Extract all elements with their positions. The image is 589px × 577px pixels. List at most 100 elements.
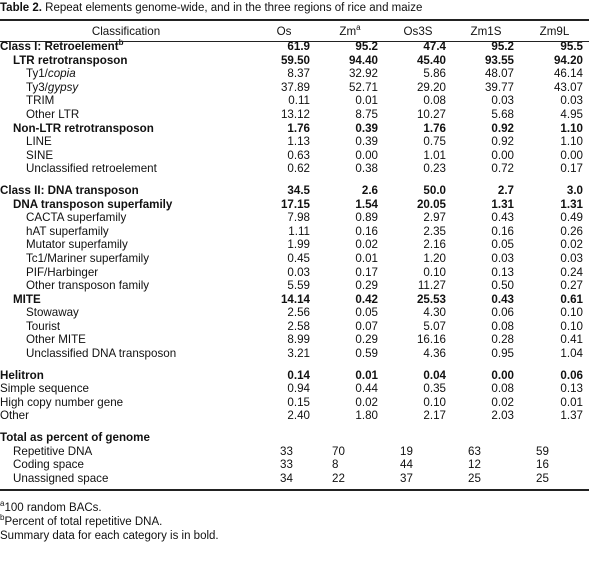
value-cell: 1.10	[560, 121, 583, 135]
row-label-text: Repetitive DNA	[13, 444, 93, 458]
table-row: Non-LTR retrotransposon 1.76 0.39 1.76 0.92 1…	[0, 122, 589, 136]
value-cell: 25.53	[416, 292, 446, 306]
row-label: Unassigned space	[0, 472, 252, 486]
value-cell: 8	[332, 458, 339, 472]
value-cell: 0.06	[491, 306, 514, 320]
value-cell: 4.30	[423, 306, 446, 320]
row-label: Other	[0, 409, 252, 423]
value-cell: 25	[536, 471, 549, 485]
value-cell: 2.35	[423, 224, 446, 238]
table-row: CACTA superfamily 7.98 0.89 2.97 0.43 0.49	[0, 211, 589, 225]
table-row: Unclassified DNA transposon 3.21 0.59 4.36 0…	[0, 347, 589, 361]
table-row: LTR retrotransposon 59.50 94.40 45.40 93.55 9…	[0, 54, 589, 68]
value-cell: 1.13	[287, 135, 310, 149]
value-cell: 2.17	[423, 409, 446, 423]
value-cell: 1.04	[560, 347, 583, 361]
value-cell: 17.15	[280, 197, 310, 211]
row-label-text: hAT superfamily	[26, 224, 109, 238]
value-cell: 1.20	[423, 251, 446, 265]
value-cell: 0.00	[355, 148, 378, 162]
row-label-text: Unassigned space	[13, 471, 109, 485]
value-cell: 0.03	[491, 251, 514, 265]
value-cell: 0.00	[491, 368, 514, 382]
value-cell: 0.07	[355, 319, 378, 333]
value-cell: 0.41	[560, 333, 583, 347]
row-label: Unclassified retroelement	[0, 162, 252, 176]
table-row: DNA transposon superfamily 17.15 1.54 20.05…	[0, 198, 589, 212]
row-label: Stowaway	[0, 306, 252, 320]
row-label-text: TRIM	[26, 94, 55, 108]
value-cell: 0.03	[560, 251, 583, 265]
value-cell: 70	[332, 444, 345, 458]
footnote: bPercent of total repetitive DNA.	[0, 514, 162, 529]
footnote-text: 100 random BACs.	[4, 502, 102, 514]
row-label: Total as percent of genome	[0, 431, 252, 445]
value-cell: 2.56	[287, 306, 310, 320]
row-label-text: LTR retrotransposon	[13, 53, 128, 67]
header-row: Classification Os Zma Os3S Zm1S Zm9L	[0, 23, 589, 40]
table-row: Other LTR 13.12 8.75 10.27 5.68 4.95	[0, 108, 589, 122]
value-cell: 22	[332, 471, 345, 485]
value-cell: 14.14	[280, 292, 310, 306]
value-cell: 0.43	[491, 211, 514, 225]
table-row: SINE 0.63 0.00 1.01 0.00 0.00	[0, 149, 589, 163]
row-label-text: High copy number gene	[0, 395, 124, 409]
value-cell: 2.40	[287, 409, 310, 423]
value-cell: 0.11	[288, 94, 310, 108]
header-zm-footnote-mark: a	[356, 23, 361, 33]
value-cell: 0.23	[423, 162, 446, 176]
value-cell: 2.6	[361, 183, 378, 197]
row-label-text: Class I: Retroelement	[0, 40, 119, 53]
row-label-text: Other transposon family	[26, 279, 150, 293]
row-label: CACTA superfamily	[0, 211, 252, 225]
row-label-text: SINE	[26, 148, 54, 162]
value-cell: 5.59	[287, 279, 310, 293]
row-label: DNA transposon superfamily	[0, 198, 252, 212]
value-cell: 0.01	[355, 251, 378, 265]
row-label-text: Mutator superfamily	[26, 238, 128, 252]
value-cell	[520, 431, 589, 445]
top-rule	[0, 19, 589, 21]
table-label: Table 2.	[0, 2, 42, 14]
row-label-text: PIF/Harbinger	[26, 265, 99, 279]
spacer-cell	[0, 176, 589, 184]
value-cell: 37.89	[280, 80, 310, 94]
value-cell: 1.11	[288, 224, 310, 238]
row-label-text: Unclassified DNA transposon	[26, 347, 177, 361]
row-label-text: Non-LTR retrotransposon	[13, 121, 154, 135]
value-cell: 34	[280, 471, 293, 485]
table-body: Class I: Retroelementb 61.9 95.2 47.4 95.2 95…	[0, 39, 589, 486]
value-cell: 0.10	[423, 395, 446, 409]
value-cell: 0.63	[287, 148, 310, 162]
table-row: Ty3/gypsy 37.89 52.71 29.20 39.77 43.07	[0, 81, 589, 95]
header-rule	[0, 41, 589, 42]
row-label-text: Helitron	[0, 368, 44, 382]
value-cell: 0.16	[491, 224, 514, 238]
spacer-row	[0, 361, 589, 369]
value-cell: 0.42	[355, 292, 378, 306]
value-cell: 0.39	[355, 121, 378, 135]
bottom-rule	[0, 489, 589, 491]
row-label: MITE	[0, 293, 252, 307]
row-label: Other MITE	[0, 333, 252, 347]
value-cell: 0.44	[355, 382, 378, 396]
row-label: Other LTR	[0, 108, 252, 122]
row-label-text: Tourist	[26, 319, 61, 333]
value-cell: 0.26	[560, 224, 583, 238]
value-cell: 61.9	[287, 40, 310, 53]
table-row: Unassigned space 34 22 37 25 25	[0, 472, 589, 486]
value-cell: 43.07	[553, 80, 583, 94]
value-cell: 1.80	[355, 409, 378, 423]
row-label: Unclassified DNA transposon	[0, 347, 252, 361]
value-cell	[452, 431, 520, 445]
value-cell: 8.75	[355, 107, 378, 121]
value-cell: 0.62	[287, 162, 310, 176]
spacer-cell	[0, 423, 589, 431]
value-cell	[316, 431, 384, 445]
table-row: Tourist 2.58 0.07 5.07 0.08 0.10	[0, 320, 589, 334]
value-cell: 0.01	[355, 94, 378, 108]
value-cell: 45.40	[416, 53, 446, 67]
value-cell: 63	[468, 444, 481, 458]
header-os: Os	[276, 25, 292, 38]
